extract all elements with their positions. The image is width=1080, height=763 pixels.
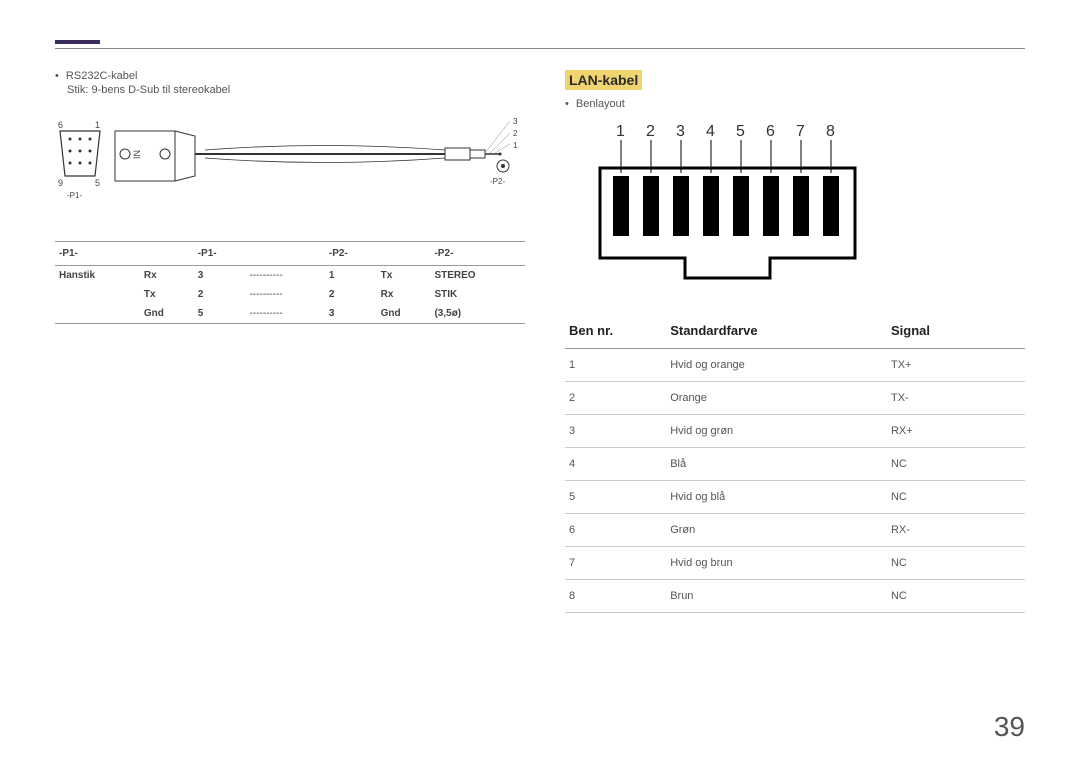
rs-r2c2: 5 [194, 304, 246, 324]
svg-text:4: 4 [706, 123, 715, 140]
rs-h0: -P1- [55, 242, 140, 266]
pin-6-label: 6 [58, 120, 63, 130]
lan-diagram: 1 2 3 4 5 6 7 8 [565, 118, 1025, 298]
rs-r2c4: 3 [325, 304, 377, 324]
rs-r2c0 [55, 304, 140, 324]
table-cell: Orange [666, 382, 887, 415]
table-cell: Grøn [666, 514, 887, 547]
table-cell: NC [887, 448, 1025, 481]
rs-r1c4: 2 [325, 285, 377, 304]
rs-r1c2: 2 [194, 285, 246, 304]
header-divider [55, 48, 1025, 49]
in-label: IN [132, 150, 142, 159]
svg-text:7: 7 [796, 123, 805, 140]
svg-text:2: 2 [646, 123, 655, 140]
lan-bullet: Benlayout [565, 98, 1025, 110]
pin-1r-label: 1 [513, 141, 518, 150]
rs232c-bullet: RS232C-kabel [55, 70, 525, 82]
table-row: 8BrunNC [565, 580, 1025, 613]
rs-r1c6: STIK [430, 285, 525, 304]
table-cell: Hvid og brun [666, 547, 887, 580]
rs-r2c6: (3,5ø) [430, 304, 525, 324]
header-accent [55, 40, 100, 44]
table-cell: 6 [565, 514, 666, 547]
table-cell: Hvid og grøn [666, 415, 887, 448]
table-row: 3Hvid og grønRX+ [565, 415, 1025, 448]
lan-h1: Standardfarve [666, 313, 887, 349]
pin-2-label: 2 [513, 129, 518, 138]
rs-r1c0 [55, 285, 140, 304]
rs-r1c5: Rx [377, 285, 431, 304]
table-row: 2OrangeTX- [565, 382, 1025, 415]
table-row: 1Hvid og orangeTX+ [565, 349, 1025, 382]
p2-diagram-label: -P2- [490, 177, 505, 186]
table-row: 5Hvid og blåNC [565, 481, 1025, 514]
rs-r0c4: 1 [325, 266, 377, 286]
rs-r2c5: Gnd [377, 304, 431, 324]
rs-r0c1: Rx [140, 266, 194, 286]
table-cell: TX+ [887, 349, 1025, 382]
left-column: RS232C-kabel Stik: 9-bens D-Sub til ster… [55, 70, 525, 613]
svg-text:5: 5 [736, 123, 745, 140]
table-cell: RX+ [887, 415, 1025, 448]
table-cell: 4 [565, 448, 666, 481]
table-row: 6GrønRX- [565, 514, 1025, 547]
rs232c-sub: Stik: 9-bens D-Sub til stereokabel [67, 84, 525, 96]
svg-text:3: 3 [676, 123, 685, 140]
lan-h2: Signal [887, 313, 1025, 349]
right-column: LAN-kabel Benlayout 1234 5678 [565, 70, 1025, 613]
lan-h0: Ben nr. [565, 313, 666, 349]
rs-r1c3: ---------- [245, 285, 324, 304]
table-cell: 7 [565, 547, 666, 580]
rs-r0c2: 3 [194, 266, 246, 286]
lan-table: Ben nr. Standardfarve Signal 1Hvid og or… [565, 313, 1025, 613]
table-cell: 3 [565, 415, 666, 448]
rs232c-table: -P1- -P1- -P2- -P2- Hanstik Rx 3 -------… [55, 241, 525, 324]
table-cell: NC [887, 481, 1025, 514]
lan-pin-numbers: 1 2 3 4 5 6 7 8 [616, 123, 835, 140]
lan-title: LAN-kabel [565, 70, 642, 90]
table-cell: 2 [565, 382, 666, 415]
table-cell: NC [887, 580, 1025, 613]
rs-h6: -P2- [430, 242, 525, 266]
table-cell: 8 [565, 580, 666, 613]
page-number: 39 [994, 711, 1025, 743]
table-cell: Brun [666, 580, 887, 613]
svg-text:8: 8 [826, 123, 835, 140]
svg-text:6: 6 [766, 123, 775, 140]
svg-text:1: 1 [616, 123, 625, 140]
rs-r0c6: STEREO [430, 266, 525, 286]
rs-r2c3: ---------- [245, 304, 324, 324]
table-row: 4BlåNC [565, 448, 1025, 481]
table-cell: Hvid og orange [666, 349, 887, 382]
table-cell: Blå [666, 448, 887, 481]
rs-h1: -P1- [194, 242, 246, 266]
rs-r1c1: Tx [140, 285, 194, 304]
rs-r0c5: Tx [377, 266, 431, 286]
pin-5-label: 5 [95, 178, 100, 188]
rs232c-diagram: 6 1 9 5 -P1- IN [55, 106, 525, 226]
rs-r0c0: Hanstik [55, 266, 140, 286]
table-cell: RX- [887, 514, 1025, 547]
table-cell: TX- [887, 382, 1025, 415]
table-cell: NC [887, 547, 1025, 580]
pin-3-label: 3 [513, 117, 518, 126]
rs-r2c1: Gnd [140, 304, 194, 324]
pin-1-label: 1 [95, 120, 100, 130]
rs-r0c3: ---------- [245, 266, 324, 286]
table-cell: 1 [565, 349, 666, 382]
table-row: 7Hvid og brunNC [565, 547, 1025, 580]
table-cell: 5 [565, 481, 666, 514]
pin-9-label: 9 [58, 178, 63, 188]
p1-diagram-label: -P1- [67, 191, 82, 200]
rs-h4: -P2- [325, 242, 377, 266]
table-cell: Hvid og blå [666, 481, 887, 514]
